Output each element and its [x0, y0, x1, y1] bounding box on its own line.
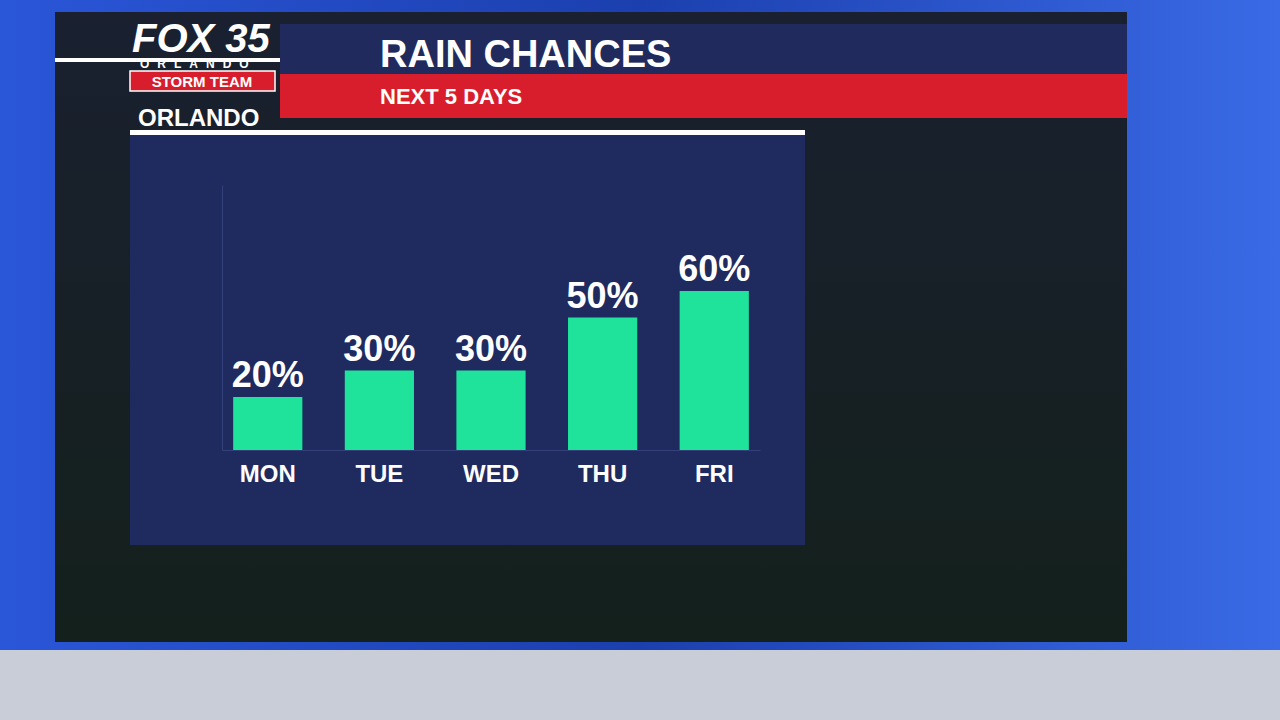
data-label: 20%	[232, 354, 304, 395]
data-label: 50%	[567, 275, 639, 316]
x-tick: THU	[578, 460, 627, 487]
x-tick: FRI	[695, 460, 734, 487]
title-band	[280, 24, 1127, 74]
data-label: 30%	[455, 328, 527, 369]
x-tick-label: MON	[240, 460, 296, 487]
bar	[456, 371, 525, 451]
bar	[568, 318, 637, 451]
x-tick: TUE	[355, 460, 403, 487]
x-tick-label: FRI	[695, 460, 734, 487]
bar	[233, 397, 302, 450]
title: RAIN CHANCES	[380, 33, 671, 75]
x-tick-label: TUE	[355, 460, 403, 487]
brand-team-box	[130, 71, 275, 91]
subtitle: NEXT 5 DAYS	[380, 84, 522, 109]
x-tick-label: THU	[578, 460, 627, 487]
x-axis-line	[223, 450, 761, 451]
location: ORLANDO	[138, 104, 259, 131]
brand-name: FOX 35	[132, 16, 271, 60]
brand-city: ORLANDO	[140, 57, 257, 71]
bar	[680, 291, 749, 450]
data-label: 60%	[678, 248, 750, 289]
x-tick: WED	[463, 460, 519, 487]
data-label: 30%	[343, 328, 415, 369]
scene: FOX 35ORLANDOSTORM TEAMRAIN CHANCESNEXT …	[0, 0, 1280, 720]
video-wall	[55, 12, 1127, 642]
y-axis-line	[222, 186, 223, 451]
floor	[0, 650, 1280, 720]
data-labels: 20% 30% 30% 50% 60%	[232, 248, 751, 395]
chart-panel	[130, 135, 805, 545]
studio-background	[0, 0, 1280, 720]
y-axis	[222, 186, 223, 451]
bars	[233, 291, 749, 450]
x-tick-label: WED	[463, 460, 519, 487]
subtitle-band	[280, 74, 1127, 118]
x-tick: MON	[240, 460, 296, 487]
x-axis: MON TUE WED THU FRI	[223, 451, 761, 487]
brand-team: STORM TEAM	[152, 73, 253, 90]
bar	[345, 371, 414, 451]
